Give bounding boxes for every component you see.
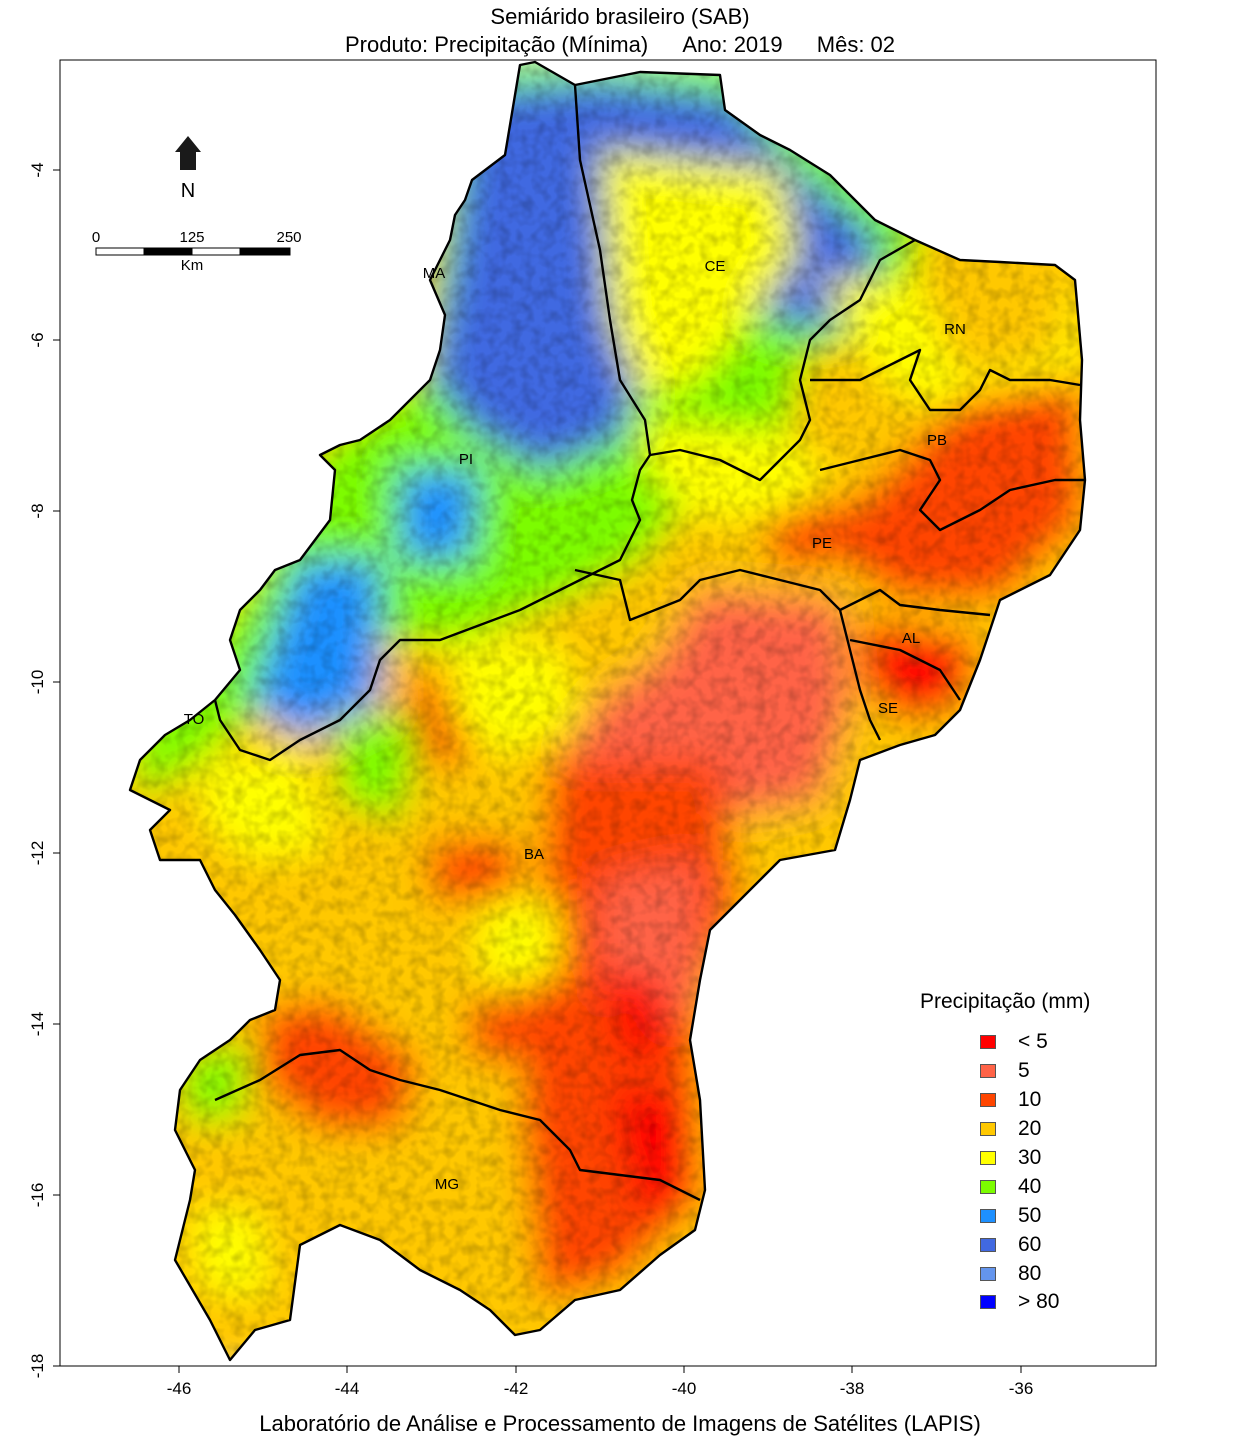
x-tick-labels: -46 -44 -42 -40 -38 -36 <box>167 1379 1034 1398</box>
y-tick-label: -10 <box>28 670 47 695</box>
legend-swatch <box>980 1151 996 1165</box>
month-label: Mês: 02 <box>816 32 896 57</box>
legend-item: 5 <box>920 1057 1130 1086</box>
product-label: Produto: Precipitação (Mínima) <box>344 32 649 57</box>
y-tick-label: -16 <box>28 1183 47 1208</box>
y-tick-label: -18 <box>28 1354 47 1379</box>
x-tick-label: -40 <box>672 1379 697 1398</box>
state-boundaries <box>128 60 1087 1362</box>
legend-item: 50 <box>920 1201 1130 1230</box>
y-tick-label: -12 <box>28 841 47 866</box>
state-label-ce: CE <box>705 258 726 275</box>
map-title: Semiárido brasileiro (SAB) <box>490 4 750 29</box>
north-label: N <box>181 180 195 202</box>
state-label-pe: PE <box>812 535 832 552</box>
legend-item: 60 <box>920 1230 1130 1259</box>
north-arrow-icon: N <box>175 136 201 202</box>
y-tick-label: -4 <box>28 162 47 177</box>
legend-label: 60 <box>1018 1232 1042 1256</box>
x-tick-label: -42 <box>504 1379 529 1398</box>
x-tick-label: -46 <box>167 1379 192 1398</box>
x-tick-label: -38 <box>840 1379 865 1398</box>
legend-swatch <box>980 1208 996 1223</box>
legend: Precipitação (mm) < 5 5 10 20 30 40 50 60 80 > 80 <box>920 990 1130 1317</box>
scale-unit: Km <box>181 257 204 274</box>
y-tick-label: -8 <box>28 503 47 518</box>
state-label-pb: PB <box>927 432 947 449</box>
state-label-se: SE <box>878 700 898 717</box>
state-label-pi: PI <box>459 451 473 468</box>
year-label: Ano: 2019 <box>682 32 783 57</box>
x-tick-label: -36 <box>1009 1379 1034 1398</box>
footer-credit: Laboratório de Análise e Processamento d… <box>259 1411 981 1436</box>
legend-item: < 5 <box>920 1028 1130 1057</box>
scale-label-0: 0 <box>92 229 100 246</box>
state-label-rn: RN <box>944 321 966 338</box>
legend-label: < 5 <box>1018 1030 1048 1054</box>
legend-swatch <box>980 1295 996 1310</box>
state-label-al: AL <box>902 630 920 647</box>
legend-label: 10 <box>1018 1088 1042 1112</box>
legend-swatch <box>980 1179 996 1194</box>
legend-swatch <box>980 1266 996 1281</box>
legend-item: 80 <box>920 1259 1130 1288</box>
state-labels: MA CE RN PB PI PE AL SE TO BA MG <box>184 258 966 1193</box>
legend-item: 30 <box>920 1144 1130 1173</box>
scale-label-250: 250 <box>276 229 301 246</box>
state-label-ma: MA <box>423 265 446 282</box>
legend-item: 10 <box>920 1086 1130 1115</box>
legend-item: 20 <box>920 1115 1130 1144</box>
legend-swatch <box>980 1122 996 1137</box>
y-tick-label: -14 <box>28 1012 47 1037</box>
legend-item: > 80 <box>920 1288 1130 1317</box>
scale-bar: 0 125 250 Km <box>92 229 302 274</box>
legend-label: 80 <box>1018 1261 1042 1285</box>
legend-swatch <box>980 1093 996 1108</box>
state-label-ba: BA <box>524 846 544 863</box>
legend-label: 30 <box>1018 1146 1042 1169</box>
map-subtitle: Produto: Precipitação (Mínima) Ano: 2019… <box>0 32 1240 58</box>
legend-swatch <box>980 1035 996 1050</box>
y-tick-label: -6 <box>28 332 47 347</box>
x-axis <box>178 1366 1022 1373</box>
legend-item: 40 <box>920 1172 1130 1201</box>
legend-swatch <box>980 1064 996 1079</box>
legend-label: 5 <box>1018 1059 1030 1083</box>
scale-label-125: 125 <box>179 229 204 246</box>
y-tick-labels: -4 -6 -8 -10 -12 -14 -16 -18 <box>28 162 47 1378</box>
state-label-mg: MG <box>435 1176 459 1193</box>
legend-label: 20 <box>1018 1117 1042 1141</box>
legend-label: 50 <box>1018 1203 1042 1227</box>
plot-frame <box>59 59 1157 1367</box>
legend-swatch <box>980 1237 996 1252</box>
state-label-to: TO <box>184 711 205 728</box>
x-tick-label: -44 <box>335 1379 360 1398</box>
legend-label: > 80 <box>1018 1290 1060 1314</box>
legend-label: 40 <box>1018 1174 1042 1198</box>
legend-title: Precipitação (mm) <box>920 990 1091 1013</box>
y-axis <box>53 169 60 1367</box>
